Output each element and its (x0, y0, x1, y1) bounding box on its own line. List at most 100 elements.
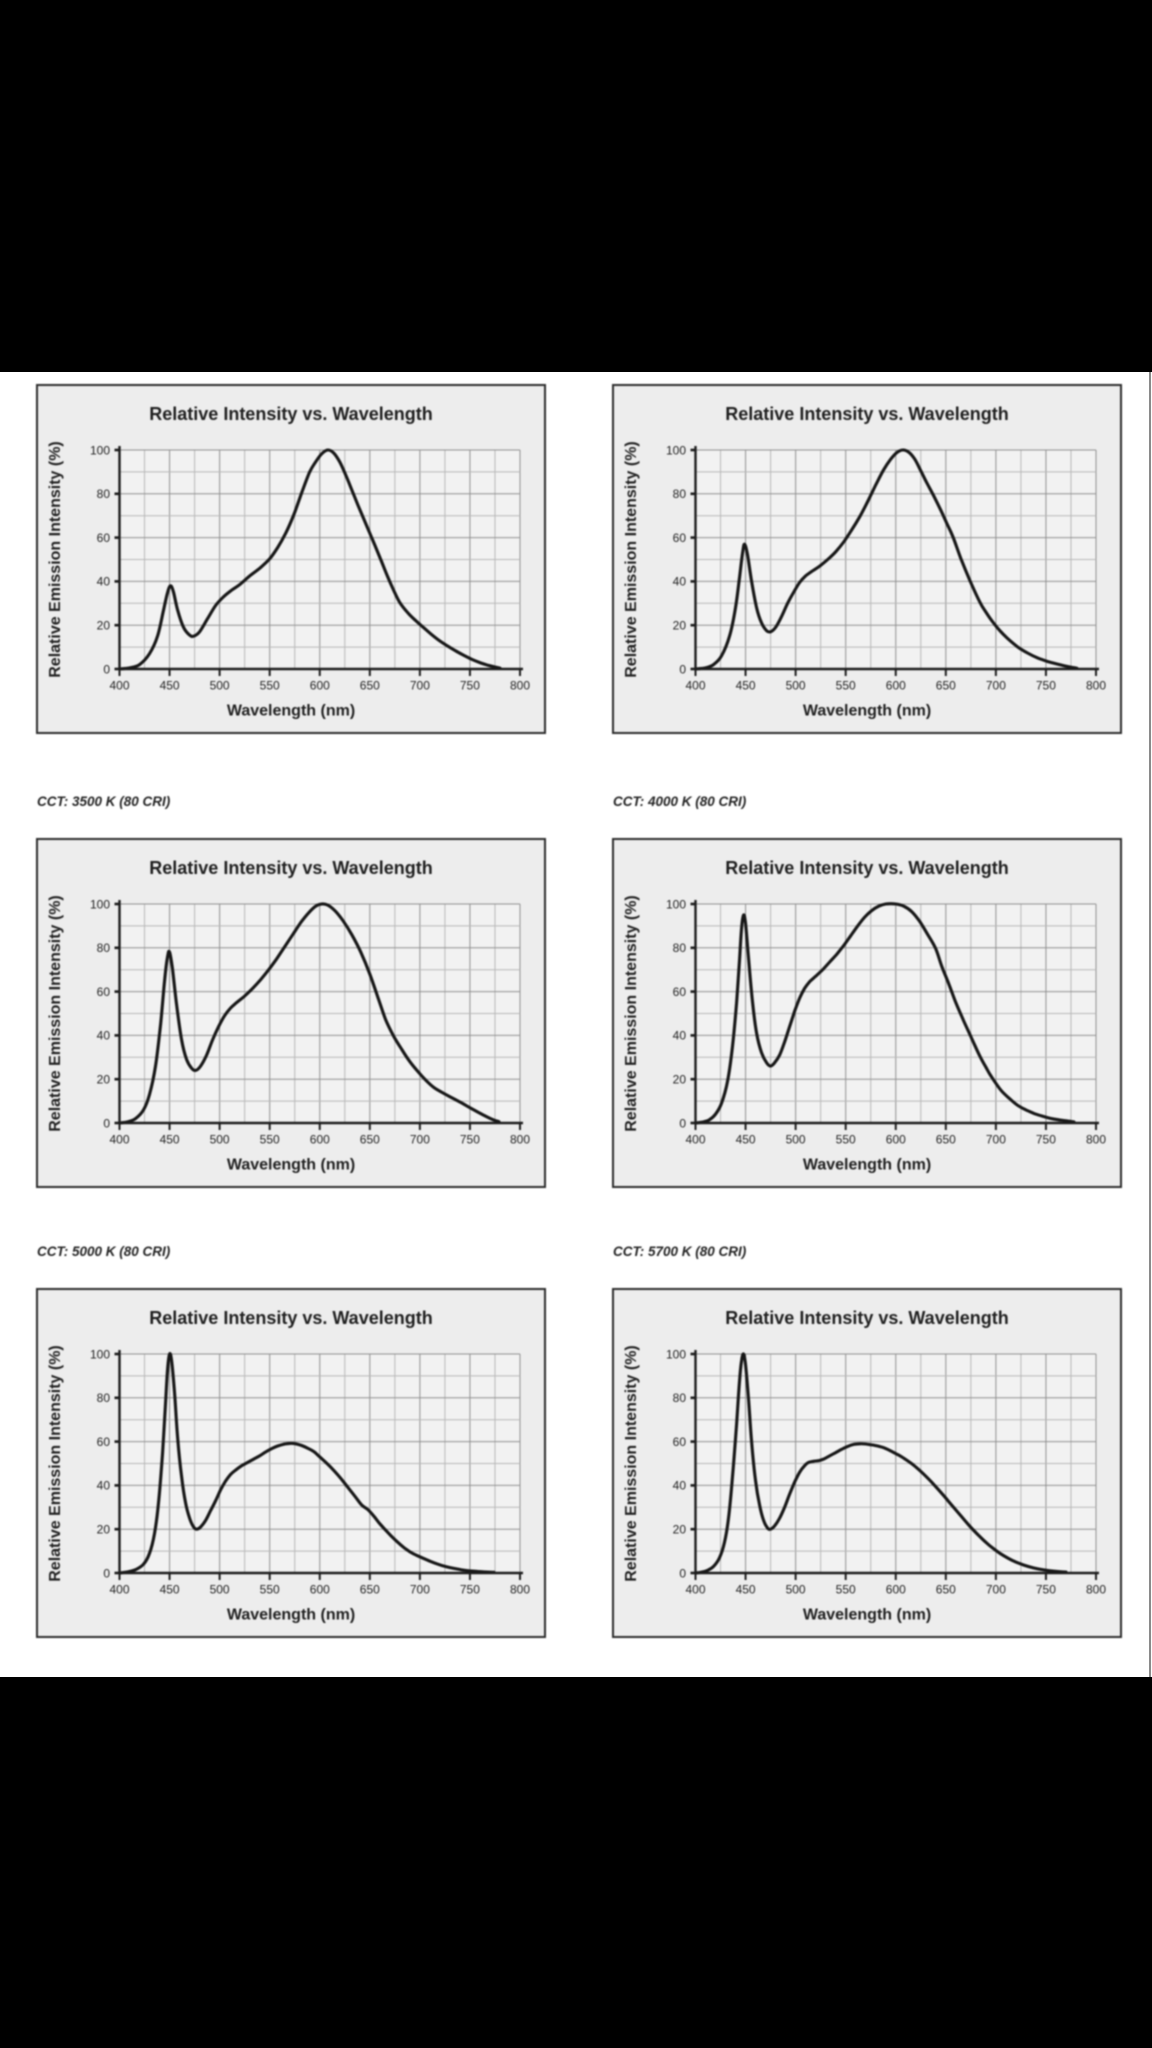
svg-text:80: 80 (97, 941, 111, 955)
svg-text:450: 450 (160, 1133, 180, 1147)
svg-text:Relative Intensity vs. Wavelen: Relative Intensity vs. Wavelength (149, 1308, 432, 1328)
svg-text:100: 100 (90, 443, 110, 457)
svg-text:650: 650 (360, 1583, 380, 1597)
svg-text:800: 800 (1086, 1583, 1106, 1597)
svg-text:500: 500 (210, 1133, 230, 1147)
svg-text:Wavelength (nm): Wavelength (nm) (227, 1607, 355, 1624)
svg-text:Relative Intensity vs. Wavelen: Relative Intensity vs. Wavelength (725, 404, 1008, 424)
svg-text:100: 100 (90, 1347, 110, 1361)
svg-text:750: 750 (1036, 1583, 1056, 1597)
svg-text:600: 600 (310, 1583, 330, 1597)
svg-text:600: 600 (886, 679, 906, 693)
svg-text:650: 650 (936, 1583, 956, 1597)
svg-text:80: 80 (673, 1391, 687, 1405)
svg-text:0: 0 (679, 1566, 686, 1580)
svg-text:100: 100 (666, 443, 686, 457)
svg-text:40: 40 (673, 1029, 687, 1043)
svg-text:800: 800 (510, 1133, 530, 1147)
svg-text:400: 400 (109, 1133, 129, 1147)
svg-text:0: 0 (679, 662, 686, 676)
svg-text:700: 700 (986, 679, 1006, 693)
svg-text:40: 40 (673, 1479, 687, 1493)
svg-text:40: 40 (97, 575, 111, 589)
svg-text:700: 700 (986, 1583, 1006, 1597)
svg-text:60: 60 (673, 531, 687, 545)
svg-text:Relative Intensity vs. Wavelen: Relative Intensity vs. Wavelength (149, 858, 432, 878)
svg-text:500: 500 (210, 679, 230, 693)
svg-text:400: 400 (685, 1133, 705, 1147)
svg-text:40: 40 (97, 1029, 111, 1043)
svg-text:100: 100 (90, 897, 110, 911)
svg-text:60: 60 (673, 985, 687, 999)
svg-text:Relative Emission Intensity (%: Relative Emission Intensity (%) (47, 895, 64, 1132)
svg-text:650: 650 (360, 1133, 380, 1147)
svg-text:80: 80 (97, 1391, 111, 1405)
svg-text:Relative Intensity vs. Wavelen: Relative Intensity vs. Wavelength (725, 1308, 1008, 1328)
svg-text:40: 40 (673, 575, 687, 589)
svg-text:450: 450 (160, 1583, 180, 1597)
svg-text:700: 700 (410, 1583, 430, 1597)
svg-text:0: 0 (103, 662, 110, 676)
svg-text:600: 600 (310, 679, 330, 693)
svg-text:400: 400 (109, 1583, 129, 1597)
svg-text:800: 800 (1086, 1133, 1106, 1147)
svg-text:750: 750 (1036, 679, 1056, 693)
svg-text:550: 550 (260, 1133, 280, 1147)
svg-text:60: 60 (97, 985, 111, 999)
svg-text:600: 600 (886, 1133, 906, 1147)
svg-text:60: 60 (97, 1435, 111, 1449)
svg-text:Wavelength (nm): Wavelength (nm) (227, 703, 355, 720)
svg-text:700: 700 (410, 1133, 430, 1147)
svg-text:40: 40 (97, 1479, 111, 1493)
svg-text:80: 80 (673, 941, 687, 955)
svg-text:100: 100 (666, 1347, 686, 1361)
svg-text:500: 500 (210, 1583, 230, 1597)
svg-text:750: 750 (460, 1583, 480, 1597)
svg-text:600: 600 (886, 1583, 906, 1597)
svg-text:Wavelength (nm): Wavelength (nm) (803, 1157, 931, 1174)
svg-text:Wavelength (nm): Wavelength (nm) (803, 1607, 931, 1624)
svg-text:450: 450 (736, 1133, 756, 1147)
svg-text:500: 500 (786, 679, 806, 693)
svg-text:700: 700 (410, 679, 430, 693)
svg-text:100: 100 (666, 897, 686, 911)
svg-text:Relative Intensity vs. Wavelen: Relative Intensity vs. Wavelength (149, 404, 432, 424)
svg-text:0: 0 (679, 1116, 686, 1130)
svg-text:60: 60 (97, 531, 111, 545)
svg-text:20: 20 (97, 1523, 111, 1537)
svg-text:650: 650 (360, 679, 380, 693)
svg-text:Relative Emission Intensity (%: Relative Emission Intensity (%) (47, 1345, 64, 1582)
svg-text:Wavelength (nm): Wavelength (nm) (803, 703, 931, 720)
svg-text:Wavelength (nm): Wavelength (nm) (227, 1157, 355, 1174)
svg-text:550: 550 (836, 1583, 856, 1597)
svg-text:Relative Emission Intensity (%: Relative Emission Intensity (%) (623, 895, 640, 1132)
svg-text:Relative Emission Intensity (%: Relative Emission Intensity (%) (623, 1345, 640, 1582)
svg-text:0: 0 (103, 1566, 110, 1580)
svg-text:450: 450 (736, 1583, 756, 1597)
svg-text:800: 800 (510, 1583, 530, 1597)
svg-text:400: 400 (685, 679, 705, 693)
svg-text:450: 450 (160, 679, 180, 693)
svg-text:800: 800 (510, 679, 530, 693)
svg-text:20: 20 (97, 619, 111, 633)
svg-text:700: 700 (986, 1133, 1006, 1147)
svg-text:550: 550 (836, 679, 856, 693)
svg-text:600: 600 (310, 1133, 330, 1147)
svg-text:500: 500 (786, 1583, 806, 1597)
svg-text:20: 20 (673, 1073, 687, 1087)
svg-text:0: 0 (103, 1116, 110, 1130)
svg-text:550: 550 (260, 1583, 280, 1597)
svg-text:20: 20 (97, 1073, 111, 1087)
svg-text:500: 500 (786, 1133, 806, 1147)
svg-text:650: 650 (936, 1133, 956, 1147)
svg-text:750: 750 (460, 1133, 480, 1147)
svg-text:750: 750 (460, 679, 480, 693)
svg-text:800: 800 (1086, 679, 1106, 693)
svg-text:750: 750 (1036, 1133, 1056, 1147)
svg-text:80: 80 (673, 487, 687, 501)
svg-text:Relative Emission Intensity (%: Relative Emission Intensity (%) (47, 441, 64, 678)
svg-text:80: 80 (97, 487, 111, 501)
svg-text:20: 20 (673, 1523, 687, 1537)
svg-text:550: 550 (836, 1133, 856, 1147)
svg-text:450: 450 (736, 679, 756, 693)
